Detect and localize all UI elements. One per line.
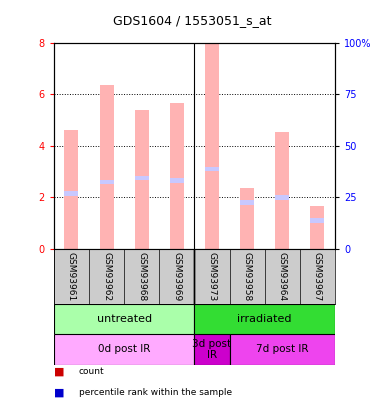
Bar [275,132,289,249]
Text: 0d post IR: 0d post IR [98,344,151,354]
Text: GSM93968: GSM93968 [137,252,146,301]
Bar [100,85,114,249]
Text: ■: ■ [54,388,64,398]
Bar [194,304,335,334]
Text: GSM93969: GSM93969 [172,252,181,301]
Text: GSM93967: GSM93967 [313,252,322,301]
Text: untreated: untreated [97,314,152,324]
Bar [170,178,184,183]
Text: GDS1604 / 1553051_s_at: GDS1604 / 1553051_s_at [113,14,272,27]
Bar [170,103,184,249]
Bar [54,304,194,334]
Bar [64,130,79,249]
Text: GSM93961: GSM93961 [67,252,76,301]
Text: irradiated: irradiated [238,314,292,324]
Text: ■: ■ [54,367,64,377]
Bar [310,207,325,249]
Bar [135,110,149,249]
Bar [240,188,254,249]
Bar [275,195,289,200]
Bar [240,200,254,205]
Bar [194,334,229,364]
Text: count: count [79,367,105,375]
Bar [229,334,335,364]
Bar [205,167,219,171]
Text: GSM93964: GSM93964 [278,252,287,301]
Bar [310,218,325,223]
Text: percentile rank within the sample: percentile rank within the sample [79,388,232,396]
Bar [54,334,194,364]
Bar [135,176,149,180]
Bar [64,191,79,196]
Text: GSM93962: GSM93962 [102,252,111,301]
Text: GSM93973: GSM93973 [208,252,216,301]
Text: GSM93958: GSM93958 [243,252,252,301]
Text: 7d post IR: 7d post IR [256,344,308,354]
Bar [100,180,114,184]
Text: 3d post
IR: 3d post IR [192,339,231,360]
Bar [205,43,219,249]
